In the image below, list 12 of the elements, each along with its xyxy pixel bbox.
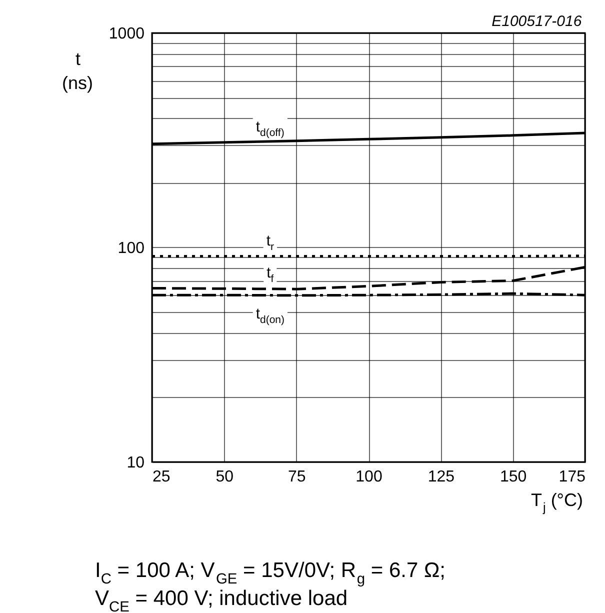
x-tick-label: 100 [356,468,382,486]
x-tick-label: 50 [216,468,234,486]
y-tick-label: 10 [126,454,145,472]
y-tick-label: 1000 [108,26,145,42]
x-tick-label: 25 [152,468,170,486]
x-tick-label: 125 [428,468,455,486]
text: E100517-016 [492,13,582,30]
x-tick-label: 75 [288,468,306,486]
y-tick-label: 100 [118,240,145,257]
y-axis-title: t (ns) [62,49,93,93]
x-tick-label: 150 [500,468,527,486]
x-tick-label: 175 [558,468,586,486]
